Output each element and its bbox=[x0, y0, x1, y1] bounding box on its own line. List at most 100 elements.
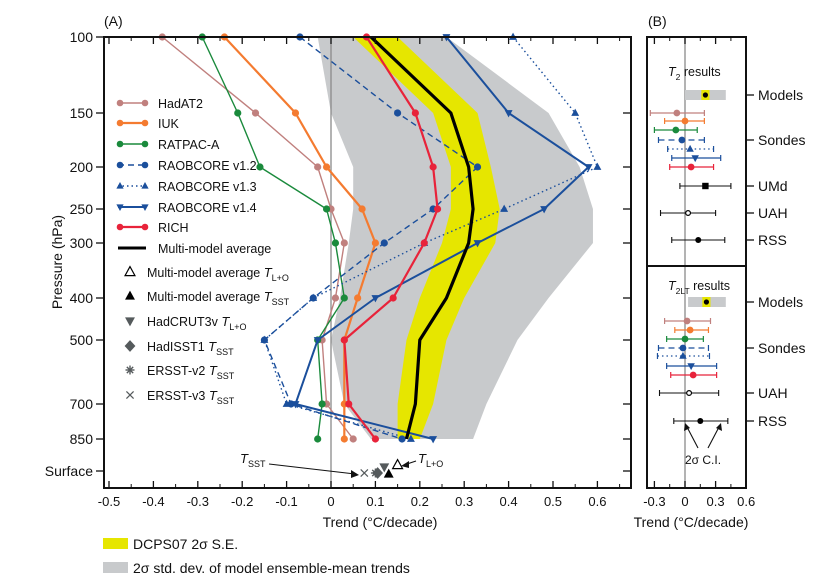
satellite-uah bbox=[659, 210, 717, 217]
ci-annotation-label: 2σ C.I. bbox=[685, 453, 721, 467]
surface-markers bbox=[360, 458, 404, 479]
data-point bbox=[473, 240, 482, 248]
sonde-rich bbox=[669, 163, 715, 171]
legend-entry-raobcore-v1-4: RAOBCORE v1.4 bbox=[116, 201, 257, 215]
sonde-ratpac-a bbox=[653, 126, 698, 134]
bottom-legend: DCPS07 2σ S.E. 2σ std. dev. of model ense… bbox=[103, 536, 410, 576]
panel-b-label: (B) bbox=[648, 13, 667, 29]
data-point bbox=[340, 336, 348, 344]
legend-label: Multi-model average TL+O bbox=[147, 265, 289, 283]
sonde-raobcore-v1-4 bbox=[671, 155, 722, 163]
row-label-rss: RSS bbox=[758, 232, 787, 248]
legend-label: DCPS07 2σ S.E. bbox=[133, 536, 238, 552]
sonde-raobcore-v1-3 bbox=[656, 351, 711, 359]
x-tick-label: -0.3 bbox=[187, 494, 209, 509]
x-axis: -0.5 -0.4 -0.3 -0.2 -0.1 0 0.1 0.2 0.3 0.4 0.5 0.6 bbox=[98, 37, 621, 509]
legend-label: HadAT2 bbox=[158, 97, 203, 111]
sonde-iuk bbox=[674, 326, 710, 334]
legend: HadAT2 IUK RATPAC-A RAOBCORE v1.2 RAOBCORE v… bbox=[116, 97, 290, 406]
satellite-marker bbox=[697, 418, 704, 424]
legend-entry-hadisst1-sst: HadISST1 TSST bbox=[124, 339, 234, 357]
panel-b-frame bbox=[646, 36, 747, 489]
legend-marker bbox=[116, 161, 124, 169]
legend-entry-multi-model-average-l-o: Multi-model average TL+O bbox=[124, 265, 289, 283]
arrowhead bbox=[401, 461, 409, 468]
sonde-iuk bbox=[663, 117, 705, 125]
data-point bbox=[406, 434, 415, 442]
y-tick-label: 150 bbox=[70, 105, 94, 121]
annotation-t-lo: TL+O bbox=[418, 451, 443, 469]
data-point bbox=[309, 293, 318, 301]
legend-marker bbox=[141, 140, 149, 148]
legend-label: RAOBCORE v1.4 bbox=[158, 201, 257, 215]
annotation-arrow bbox=[707, 426, 720, 449]
y-tick-label: 850 bbox=[70, 431, 94, 447]
data-point bbox=[371, 295, 380, 303]
sonde-raobcore-v1-2 bbox=[657, 136, 705, 144]
data-point bbox=[318, 400, 326, 408]
data-point bbox=[331, 294, 340, 302]
plot-frame bbox=[103, 36, 632, 489]
series-raobcore-v1-4 bbox=[291, 34, 593, 444]
data-point bbox=[433, 205, 442, 213]
legend-label: RAOBCORE v1.3 bbox=[158, 180, 257, 194]
sonde-ratpac-a bbox=[666, 335, 704, 343]
subpanel-title: T2 results bbox=[668, 65, 721, 82]
sonde-hadat2 bbox=[663, 317, 712, 325]
data-point bbox=[291, 109, 300, 117]
legend-label: RATPAC-A bbox=[158, 138, 220, 152]
models-mean bbox=[702, 92, 709, 98]
sonde-raobcore-v1-4 bbox=[666, 363, 718, 371]
legend-label: ERSST-v3 TSST bbox=[147, 388, 235, 406]
row-label-sondes: Sondes bbox=[758, 340, 805, 356]
data-point bbox=[314, 163, 322, 171]
series-multi-model-average bbox=[369, 35, 475, 440]
surface-marker-multi-model-average-t-sst bbox=[383, 468, 394, 478]
subpanel-t2: T2 results Models Sondes UMd UAH RSS bbox=[649, 65, 805, 248]
legend-entry-multi-model-average-sst: Multi-model average TSST bbox=[125, 289, 290, 307]
sonde-hadat2 bbox=[649, 109, 705, 117]
sonde-marker bbox=[672, 126, 680, 134]
legend-marker bbox=[125, 317, 135, 327]
bottom-legend-2-std-dev-of-model-ensemble-mean-trends: 2σ std. dev. of model ensemble-mean tren… bbox=[103, 560, 410, 576]
legend-entry-rich: RICH bbox=[116, 221, 189, 235]
sonde-raobcore-v1-2 bbox=[657, 344, 710, 352]
legend-marker bbox=[141, 204, 149, 211]
arrowhead bbox=[351, 470, 359, 478]
data-point bbox=[234, 109, 242, 117]
legend-swatch bbox=[103, 562, 128, 573]
legend-marker bbox=[141, 223, 149, 231]
x-tick-label-b: 0 bbox=[681, 494, 688, 509]
sonde-marker bbox=[686, 326, 694, 334]
y-tick-label: 200 bbox=[70, 159, 94, 175]
legend-marker bbox=[124, 340, 136, 352]
sonde-marker bbox=[681, 117, 689, 125]
sonde-marker bbox=[678, 136, 686, 144]
sonde-marker bbox=[681, 335, 689, 343]
y-tick-label: Surface bbox=[45, 463, 93, 479]
legend-swatch bbox=[103, 538, 128, 549]
x-tick-label: -0.1 bbox=[275, 494, 297, 509]
y-axis-label: Pressure (hPa) bbox=[49, 215, 65, 309]
legend-marker bbox=[116, 119, 124, 127]
x-tick-label: 0.6 bbox=[588, 494, 606, 509]
data-point bbox=[429, 163, 437, 171]
surface-marker-ersst-v3-t-sst bbox=[360, 468, 369, 478]
x-tick-label: -0.5 bbox=[98, 494, 120, 509]
data-point bbox=[540, 206, 549, 214]
sonde-marker bbox=[687, 363, 695, 371]
data-point bbox=[593, 162, 602, 170]
legend-marker bbox=[116, 223, 124, 231]
x-tick-label: 0 bbox=[327, 494, 334, 509]
y-tick-label: 100 bbox=[70, 29, 94, 45]
data-point bbox=[345, 400, 353, 408]
legend-label: Multi-model average TSST bbox=[147, 289, 290, 307]
series-hadat2 bbox=[158, 33, 357, 443]
data-point bbox=[358, 205, 366, 213]
data-point bbox=[331, 239, 340, 247]
data-point bbox=[584, 164, 593, 172]
data-point bbox=[322, 163, 331, 171]
data-point bbox=[500, 204, 509, 212]
legend-entry-raobcore-v1-2: RAOBCORE v1.2 bbox=[116, 159, 257, 173]
